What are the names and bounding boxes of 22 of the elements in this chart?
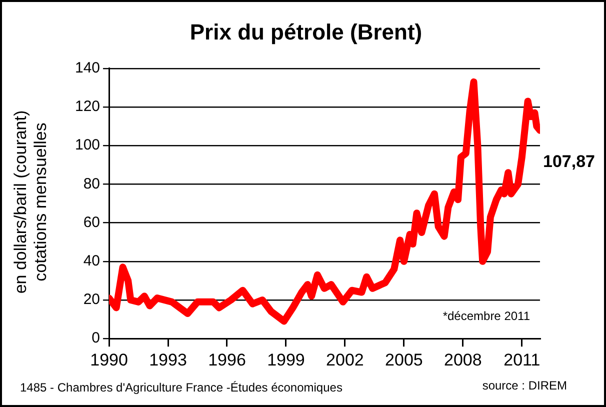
x-tick-label: 1993 bbox=[149, 350, 187, 370]
y-tick-label: 40 bbox=[83, 252, 100, 270]
source-note: source : DIREM bbox=[482, 378, 567, 392]
chart-title: Prix du pétrole (Brent) bbox=[190, 19, 422, 44]
annotation: 107,87 bbox=[543, 152, 595, 172]
x-tick-label: 2005 bbox=[385, 350, 423, 370]
x-tick-label: 2008 bbox=[444, 350, 482, 370]
annotation: *décembre 2011 bbox=[442, 308, 530, 323]
text: 1485 - Chambres d'Agriculture France -Études économiques bbox=[20, 380, 342, 394]
x-tick-label: 1990 bbox=[90, 350, 128, 370]
y-tick-label: 100 bbox=[74, 136, 100, 154]
x-tick-label: 2002 bbox=[326, 350, 364, 370]
y-axis-title: en dollars/baril (courant) cotations mensuelles bbox=[11, 109, 51, 296]
y-tick-label: 140 bbox=[74, 60, 100, 77]
y-tick-label: 80 bbox=[83, 175, 100, 192]
x-tick-label: 1996 bbox=[208, 350, 246, 370]
y-tick-label: 120 bbox=[74, 98, 100, 116]
x-tick-label: 2011 bbox=[504, 350, 540, 370]
y-tick-label: 20 bbox=[83, 291, 100, 308]
x-tick-label: 1999 bbox=[267, 350, 305, 370]
y-tick-label: 60 bbox=[83, 214, 100, 231]
y-tick-label: 0 bbox=[92, 330, 100, 347]
